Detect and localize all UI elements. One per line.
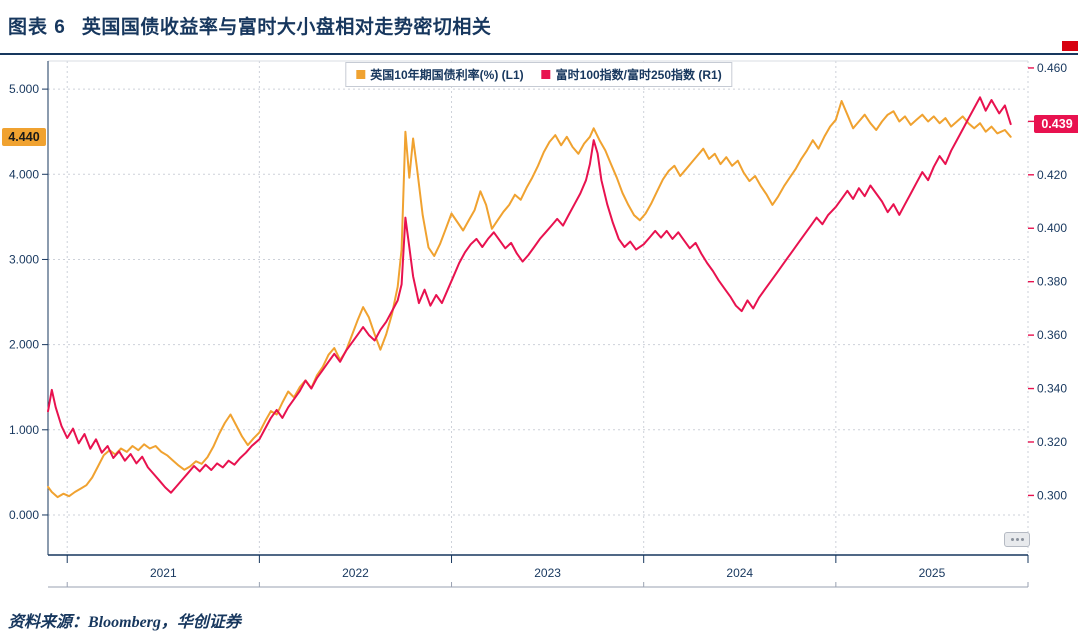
- chart-area: 0.000 1.000 2.000 3.000 4.000 5.000 0.300 0.320…: [0, 57, 1078, 599]
- left-axis-tick-label: 0.000: [9, 508, 39, 522]
- header-rule: [0, 41, 1078, 55]
- header-rule-accent-mark: [1062, 41, 1078, 51]
- left-axis-tick-label: 5.000: [9, 82, 39, 96]
- x-axis-year-label: 2022: [342, 566, 369, 580]
- x-axis-year-label: 2021: [150, 566, 177, 580]
- figure-source: 资料来源：Bloomberg，华创证券: [8, 614, 241, 631]
- right-axis-last-value-badge: 0.439: [1034, 115, 1078, 134]
- left-axis-tick-label: 2.000: [9, 338, 39, 352]
- right-axis-tick-label: 0.380: [1037, 275, 1067, 289]
- left-axis-tick-label: 4.000: [9, 167, 39, 181]
- chart-canvas: 0.000 1.000 2.000 3.000 4.000 5.000 0.300 0.320…: [9, 60, 1067, 588]
- series-line-ftse-ratio: [47, 96, 1012, 494]
- right-axis-tick-label: 0.420: [1037, 168, 1067, 182]
- figure-label: 图表 6: [8, 17, 66, 38]
- left-axis-tick-label: 1.000: [9, 423, 39, 437]
- left-axis-tick-label: 3.000: [9, 252, 39, 266]
- x-axis-year-label: 2024: [726, 566, 753, 580]
- left-axis-last-value-badge: 4.440: [2, 127, 46, 146]
- legend-swatch-red-icon: [541, 70, 551, 79]
- right-axis-tick-label: 0.460: [1037, 61, 1067, 75]
- right-axis-tick-label: 0.300: [1037, 488, 1067, 502]
- grip-dot: [1010, 538, 1014, 541]
- legend-label-ftse-ratio: 富时100指数/富时250指数 (R1): [555, 68, 722, 82]
- header-rule-line: [0, 52, 1078, 55]
- legend-item-ftse-ratio: 富时100指数/富时250指数 (R1): [541, 66, 722, 83]
- x-axis-year-label: 2023: [534, 566, 561, 580]
- right-axis-tick-label: 0.400: [1037, 221, 1067, 235]
- right-axis-tick-label: 0.360: [1037, 328, 1067, 342]
- figure-title: 英国国债收益率与富时大小盘相对走势密切相关: [81, 17, 492, 38]
- legend-swatch-orange-icon: [356, 70, 366, 79]
- right-axis-tick-label: 0.320: [1037, 435, 1067, 449]
- legend-label-gilt-yield: 英国10年期国债利率(%) (L1): [370, 68, 524, 82]
- chart-drag-handle-icon: [1004, 532, 1030, 547]
- x-axis-year-label: 2025: [919, 566, 946, 580]
- grip-dot: [1020, 538, 1024, 541]
- legend-item-gilt-yield: 英国10年期国债利率(%) (L1): [356, 66, 524, 83]
- right-axis-tick-label: 0.340: [1037, 382, 1067, 396]
- series-line-gilt-yield: [47, 100, 1012, 499]
- grip-dot: [1015, 538, 1019, 541]
- figure-header: 图表 6 英国国债收益率与富时大小盘相对走势密切相关: [0, 0, 1078, 39]
- chart-legend: 英国10年期国债利率(%) (L1) 富时100指数/富时250指数 (R1): [345, 62, 733, 87]
